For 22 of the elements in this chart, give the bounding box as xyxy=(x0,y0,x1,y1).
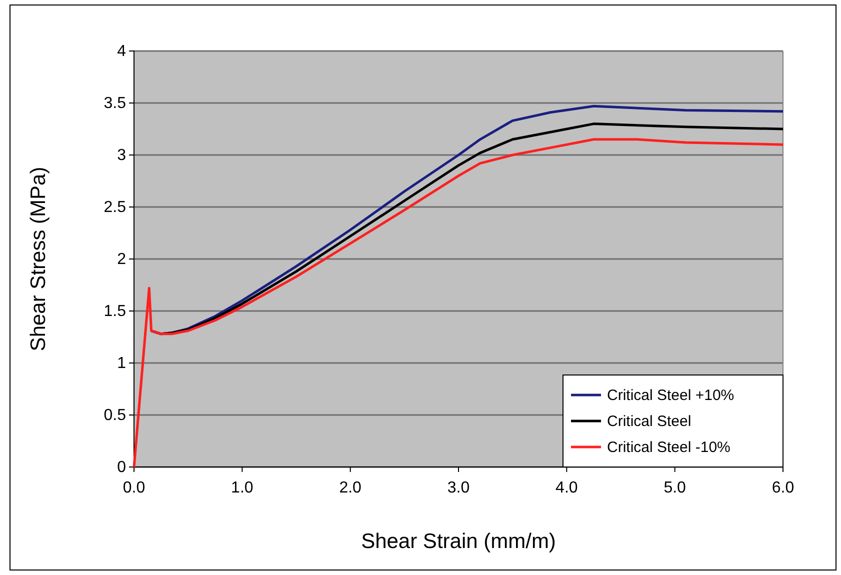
y-tick-label: 1 xyxy=(117,355,126,372)
x-tick-label: 2.0 xyxy=(339,480,362,497)
x-tick-label: 1.0 xyxy=(231,480,254,497)
legend-label: Critical Steel +10% xyxy=(607,387,734,404)
legend-label: Critical Steel xyxy=(607,413,692,430)
y-tick-label: 4 xyxy=(117,43,126,60)
legend-label: Critical Steel -10% xyxy=(607,439,730,456)
x-tick-label: 0.0 xyxy=(122,480,146,497)
y-tick-label: 2 xyxy=(117,251,126,268)
x-tick-label: 4.0 xyxy=(556,480,578,497)
x-axis-title: Shear Strain (mm/m) xyxy=(361,530,556,553)
y-tick-label: 2.5 xyxy=(104,199,126,216)
y-tick-label: 0 xyxy=(117,459,126,476)
line-series xyxy=(132,138,784,468)
y-axis-title: Shear Stress (MPa) xyxy=(27,166,50,352)
x-tick-label: 5.0 xyxy=(664,480,686,497)
x-tick-label: 6.0 xyxy=(772,480,794,497)
y-tick-label: 3.5 xyxy=(104,95,126,112)
y-tick-label: 0.5 xyxy=(104,407,126,424)
y-tick-label: 1.5 xyxy=(104,303,126,320)
y-tick-label: 3 xyxy=(117,147,126,164)
x-tick-label: 3.0 xyxy=(447,480,470,497)
